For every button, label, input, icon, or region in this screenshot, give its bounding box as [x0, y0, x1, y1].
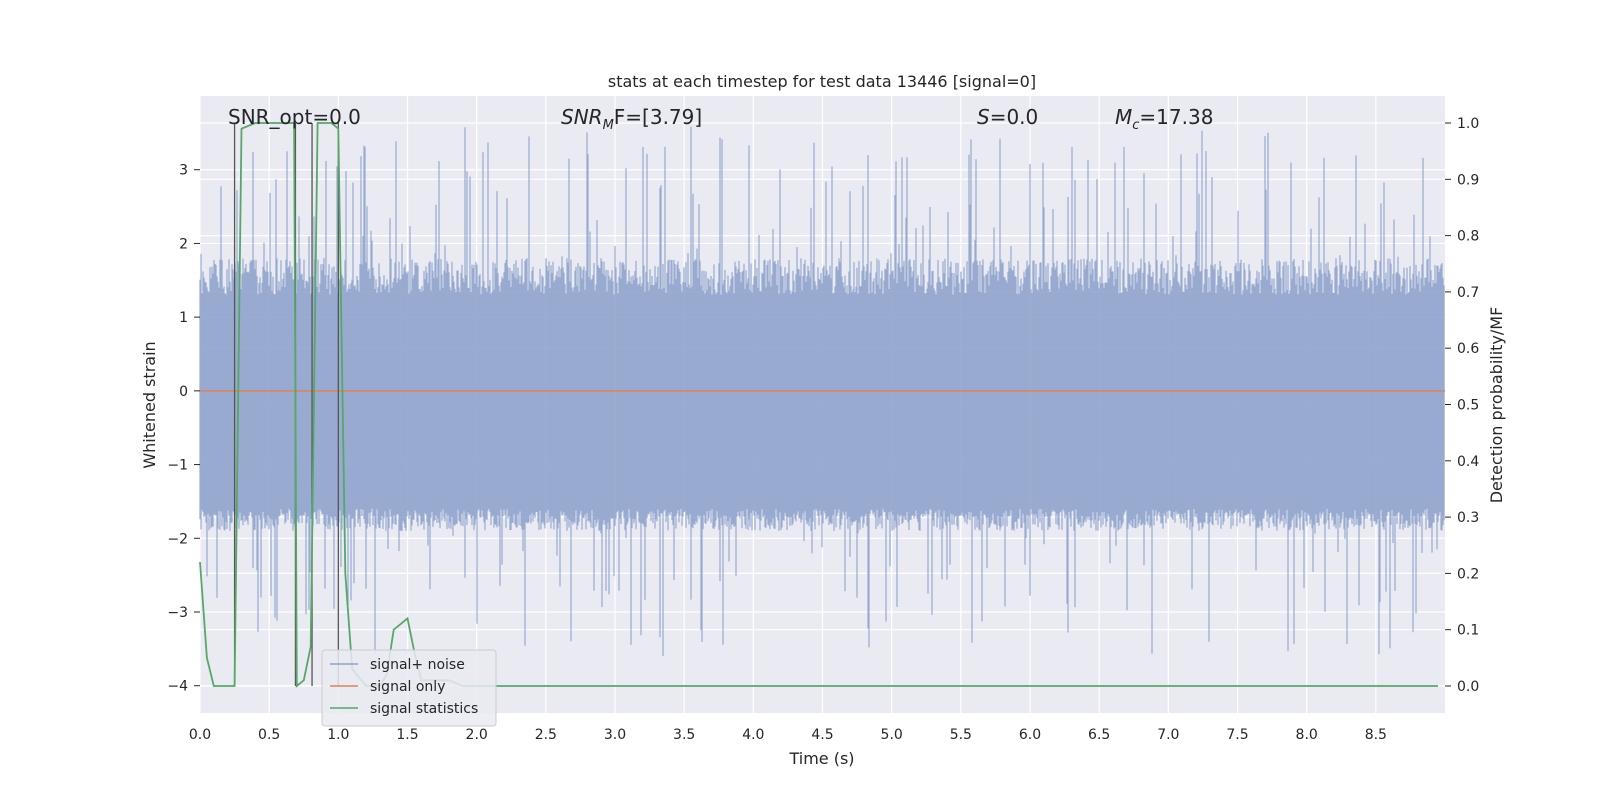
y-axis-label: Whitened strain [140, 341, 159, 468]
y2-tick-label: 0.8 [1457, 229, 1479, 245]
y-tick-label: −4 [167, 679, 188, 695]
legend-box [321, 649, 497, 727]
annotation-snr-mf: SNRMF=[3.79] [561, 105, 702, 133]
x-ticks: 0.0 0.5 1.0 1.5 2.0 2.5 3.0 3.5 4.0 4.5 5.0 5.5 6.0 6… [189, 727, 1387, 743]
annotation-mc-rest: =17.38 [1139, 105, 1213, 129]
y2-tick-label: 0.0 [1457, 679, 1479, 695]
x-axis-label: Time (s) [788, 749, 854, 768]
x-tick-label: 0.5 [258, 727, 280, 743]
y-tick-label: −2 [167, 531, 188, 547]
x-tick-label: 7.0 [1157, 727, 1179, 743]
x-tick-label: 2.5 [535, 727, 557, 743]
y2-tick-label: 0.9 [1457, 172, 1479, 188]
y2-tick-label: 0.6 [1457, 341, 1479, 357]
legend-label-signal-noise: signal+ noise [370, 657, 465, 673]
x-tick-label: 3.5 [673, 727, 695, 743]
x-tick-label: 4.5 [811, 727, 833, 743]
y-tick-label: 2 [179, 236, 188, 252]
annotation-mc: Mc=17.38 [1115, 105, 1213, 133]
annotation-snr-mf-main: SNR [561, 105, 603, 129]
y-tick-label: 3 [179, 163, 188, 179]
y-tick-label: 0 [179, 384, 188, 400]
annotation-s: S=0.0 [977, 105, 1038, 129]
y2-tick-label: 1.0 [1457, 116, 1479, 132]
annotation-snr-mf-sub: M [603, 118, 614, 133]
x-tick-label: 0.0 [189, 727, 211, 743]
chart-title: stats at each timestep for test data 134… [608, 72, 1036, 91]
x-tick-label: 8.0 [1296, 727, 1318, 743]
x-tick-label: 6.0 [1019, 727, 1041, 743]
x-tick-label: 5.0 [881, 727, 903, 743]
y2-tick-label: 0.2 [1457, 566, 1479, 582]
y-tick-label: −1 [167, 458, 188, 474]
annotation-mc-main: M [1115, 105, 1132, 129]
annotation-s-main: S [977, 105, 990, 129]
y2-ticks: 1.0 0.9 0.8 0.7 0.6 0.5 0.4 0.3 0.2 0.1 0.0 [1445, 116, 1479, 695]
legend: signal+ noise signal only signal statist… [321, 649, 497, 727]
annotation-snr-mf-rest: F=[3.79] [614, 105, 702, 129]
x-tick-label: 5.5 [950, 727, 972, 743]
x-tick-label: 2.0 [466, 727, 488, 743]
annotation-s-rest: =0.0 [990, 105, 1039, 129]
x-tick-label: 1.0 [327, 727, 349, 743]
y2-tick-label: 0.7 [1457, 285, 1479, 301]
x-tick-label: 3.0 [604, 727, 626, 743]
x-tick-label: 7.5 [1226, 727, 1248, 743]
legend-label-signal-only: signal only [370, 679, 445, 695]
y-ticks: 3 2 1 0 −1 −2 −3 −4 [167, 163, 200, 695]
y2-tick-label: 0.1 [1457, 623, 1479, 639]
x-tick-label: 6.5 [1088, 727, 1110, 743]
annotation-snr-opt: SNR_opt=0.0 [228, 105, 361, 129]
y2-tick-label: 0.4 [1457, 454, 1479, 470]
y-tick-label: −3 [167, 605, 188, 621]
y2-tick-label: 0.3 [1457, 510, 1479, 526]
legend-label-signal-statistics: signal statistics [370, 701, 478, 717]
y2-tick-label: 0.5 [1457, 398, 1479, 414]
x-tick-label: 4.0 [742, 727, 764, 743]
x-tick-label: 1.5 [396, 727, 418, 743]
x-tick-label: 8.5 [1365, 727, 1387, 743]
y2-axis-label: Detection probability/MF [1487, 307, 1506, 504]
y-tick-label: 1 [179, 310, 188, 326]
annotation-mc-sub: c [1132, 118, 1139, 133]
